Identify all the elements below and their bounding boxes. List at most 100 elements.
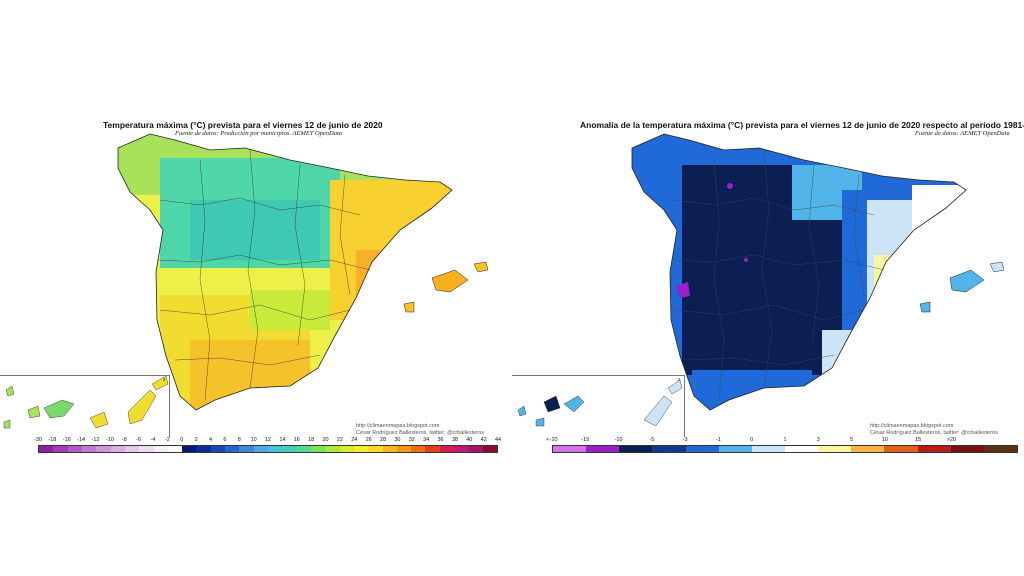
legend-label: 10 — [250, 437, 257, 443]
legend-swatch — [439, 446, 455, 452]
legend-swatch — [225, 446, 240, 452]
legend-swatch — [81, 446, 97, 452]
legend-label: -4 — [150, 437, 156, 443]
legend-swatch — [339, 446, 354, 452]
legend-label: 36 — [437, 437, 444, 443]
island-gran-canaria — [563, 395, 585, 413]
anomaly-map — [517, 133, 1005, 427]
credit-author: César Rodríguez Ballesteros, twitter: @c… — [356, 430, 484, 436]
legend-swatch — [182, 446, 197, 452]
legend-label: 28 — [379, 437, 387, 443]
legend-label: 2 — [194, 437, 198, 443]
legend-label: 24 — [351, 437, 358, 443]
anomaly-map-panel: Anomalía de la temperatura máxima (°C) p… — [512, 0, 1024, 576]
legend-label: 42 — [480, 437, 487, 443]
legend-swatch — [353, 446, 369, 452]
legend-swatch — [139, 446, 154, 452]
legend-swatch — [468, 446, 483, 452]
legend-labels: <-20 -15 -10 -5 -3 -1 0 1 3 5 10 15 >20 — [546, 437, 1018, 445]
legend-label: 3 — [816, 437, 820, 443]
legend-swatch — [368, 446, 383, 452]
legend-swatch — [482, 446, 497, 452]
legend-swatch — [851, 446, 885, 452]
credit-author: César Rodríguez Ballesteros, twitter: @c… — [870, 430, 998, 436]
legend-label: 12 — [264, 437, 272, 443]
map-source: Fuente de datos: Predicción por municipi… — [175, 130, 343, 137]
island-la-gomera — [535, 417, 545, 427]
legend-swatch — [167, 446, 183, 452]
legend-label: -10 — [105, 437, 114, 443]
legend-label: 0 — [750, 437, 754, 443]
island-lanzarote — [151, 375, 169, 391]
legend-swatch — [153, 446, 168, 452]
legend-label: 30 — [394, 437, 401, 443]
anomaly-field — [632, 134, 966, 410]
legend-label: -6 — [136, 437, 142, 443]
legend-swatch — [325, 446, 340, 452]
island-gran-canaria — [89, 411, 109, 429]
map-title: Anomalía de la temperatura máxima (°C) p… — [580, 120, 1024, 130]
spain-outline — [117, 133, 453, 411]
legend-labels: -30 -18 -16 -14 -12 -10 -8 -6 -4 -2 0 2 4 6 8 10 12 14 16 1… — [34, 437, 501, 445]
legend-swatch — [310, 446, 326, 452]
legend-swatch — [718, 446, 752, 452]
legend-label: 38 — [451, 437, 458, 443]
legend-color-bar — [552, 445, 1018, 453]
legend-label: -3 — [682, 437, 688, 443]
island-la-palma — [5, 385, 15, 397]
legend-label: 32 — [408, 437, 415, 443]
legend-label: -14 — [77, 437, 86, 443]
legend-swatch — [411, 446, 426, 452]
legend-color-bar — [38, 445, 498, 453]
legend-label: 10 — [881, 437, 888, 443]
province-borders — [671, 149, 885, 401]
legend-label: -12 — [91, 437, 100, 443]
legend-swatch — [124, 446, 140, 452]
legend-label: 1 — [783, 437, 787, 443]
legend-swatch — [382, 446, 397, 452]
legend-swatch — [454, 446, 469, 452]
legend-label: 16 — [293, 437, 300, 443]
legend-swatch — [983, 446, 1017, 452]
legend-label: >20 — [946, 437, 957, 443]
legend-label: -18 — [48, 437, 57, 443]
legend-swatch — [425, 446, 440, 452]
legend-label: 20 — [322, 437, 329, 443]
temperature-map — [3, 133, 489, 429]
island-tenerife — [543, 395, 561, 413]
legend-swatch — [396, 446, 412, 452]
temperature-legend: -30 -18 -16 -14 -12 -10 -8 -6 -4 -2 0 2 4 6 8 10 12 14 16 1… — [34, 437, 501, 455]
legend-swatch — [818, 446, 852, 452]
legend-swatch — [884, 446, 918, 452]
legend-label: 0 — [180, 437, 184, 443]
legend-label: 6 — [223, 437, 227, 443]
legend-swatch — [67, 446, 82, 452]
legend-label: -30 — [34, 437, 42, 443]
anomaly-spot — [727, 183, 733, 189]
legend-label: <-20 — [546, 437, 558, 443]
island-la-gomera — [27, 405, 41, 419]
legend-swatch — [210, 446, 226, 452]
island-lanzarote — [667, 379, 683, 395]
balearic-menorca — [989, 261, 1005, 273]
legend-label: -2 — [164, 437, 170, 443]
island-tenerife — [43, 399, 75, 419]
canary-inset-border — [169, 375, 170, 437]
legend-swatch — [268, 446, 283, 452]
legend-label: 34 — [423, 437, 430, 443]
anomaly-legend: <-20 -15 -10 -5 -3 -1 0 1 3 5 10 15 >20 — [546, 437, 1018, 455]
province-borders — [157, 149, 371, 401]
legend-swatch — [950, 446, 984, 452]
island-la-palma — [517, 405, 527, 417]
canary-inset-border — [684, 375, 685, 437]
canary-inset-border — [0, 375, 170, 376]
legend-swatch — [110, 446, 125, 452]
legend-swatch — [784, 446, 819, 452]
legend-swatch — [196, 446, 211, 452]
island-fuerteventura — [127, 389, 157, 425]
legend-label: -10 — [614, 437, 623, 443]
legend-swatch — [917, 446, 951, 452]
anomaly-spot — [676, 282, 690, 298]
legend-label: -16 — [62, 437, 71, 443]
balearic-menorca — [473, 261, 489, 273]
